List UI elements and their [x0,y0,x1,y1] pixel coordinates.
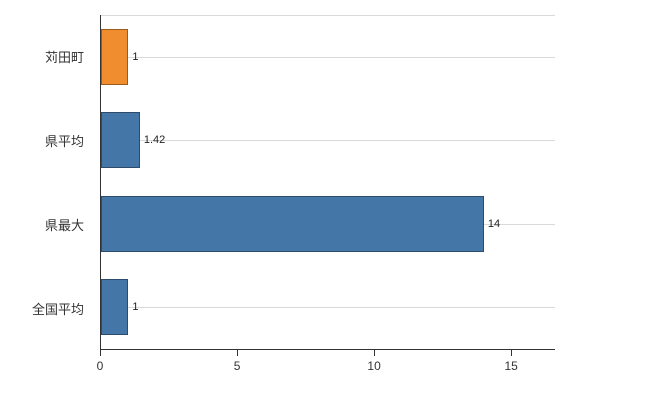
x-tick-mark [511,350,513,356]
x-tick-mark [100,350,101,356]
x-tick-label: 15 [504,359,518,373]
chart-row: 1 [101,266,555,350]
value-axis: 0 5 10 15 [96,350,555,390]
bar [101,112,140,169]
gridline [101,307,555,309]
x-tick-label: 5 [233,359,241,373]
category-label: 県最大 [44,217,84,233]
category-label: 県平均 [44,134,84,150]
x-tick-mark [237,350,239,356]
gridline [101,56,555,58]
gridline [101,15,555,16]
x-tick-mark [374,350,376,356]
chart-row: 1 [101,15,555,99]
chart-row: 14 [101,182,555,266]
x-tick-label: 0 [96,359,104,373]
bar-value-label: 1.42 [143,134,166,147]
category-label: 全国平均 [31,301,84,317]
bar [101,28,129,85]
category-axis: 苅田町県平均県最大全国平均 [0,15,92,350]
bar-value-label: 14 [487,217,501,230]
plot-area: 1 1.42 14 1 [100,15,555,350]
x-tick-label: 10 [367,359,381,373]
bar-value-label: 1 [132,301,139,314]
bar-rows: 1 1.42 14 1 [101,15,555,349]
bar [101,279,129,336]
category-label: 苅田町 [44,50,84,66]
bar [101,195,484,252]
gridline [101,140,555,142]
bar-value-label: 1 [132,50,139,63]
chart-row: 1.42 [101,99,555,183]
